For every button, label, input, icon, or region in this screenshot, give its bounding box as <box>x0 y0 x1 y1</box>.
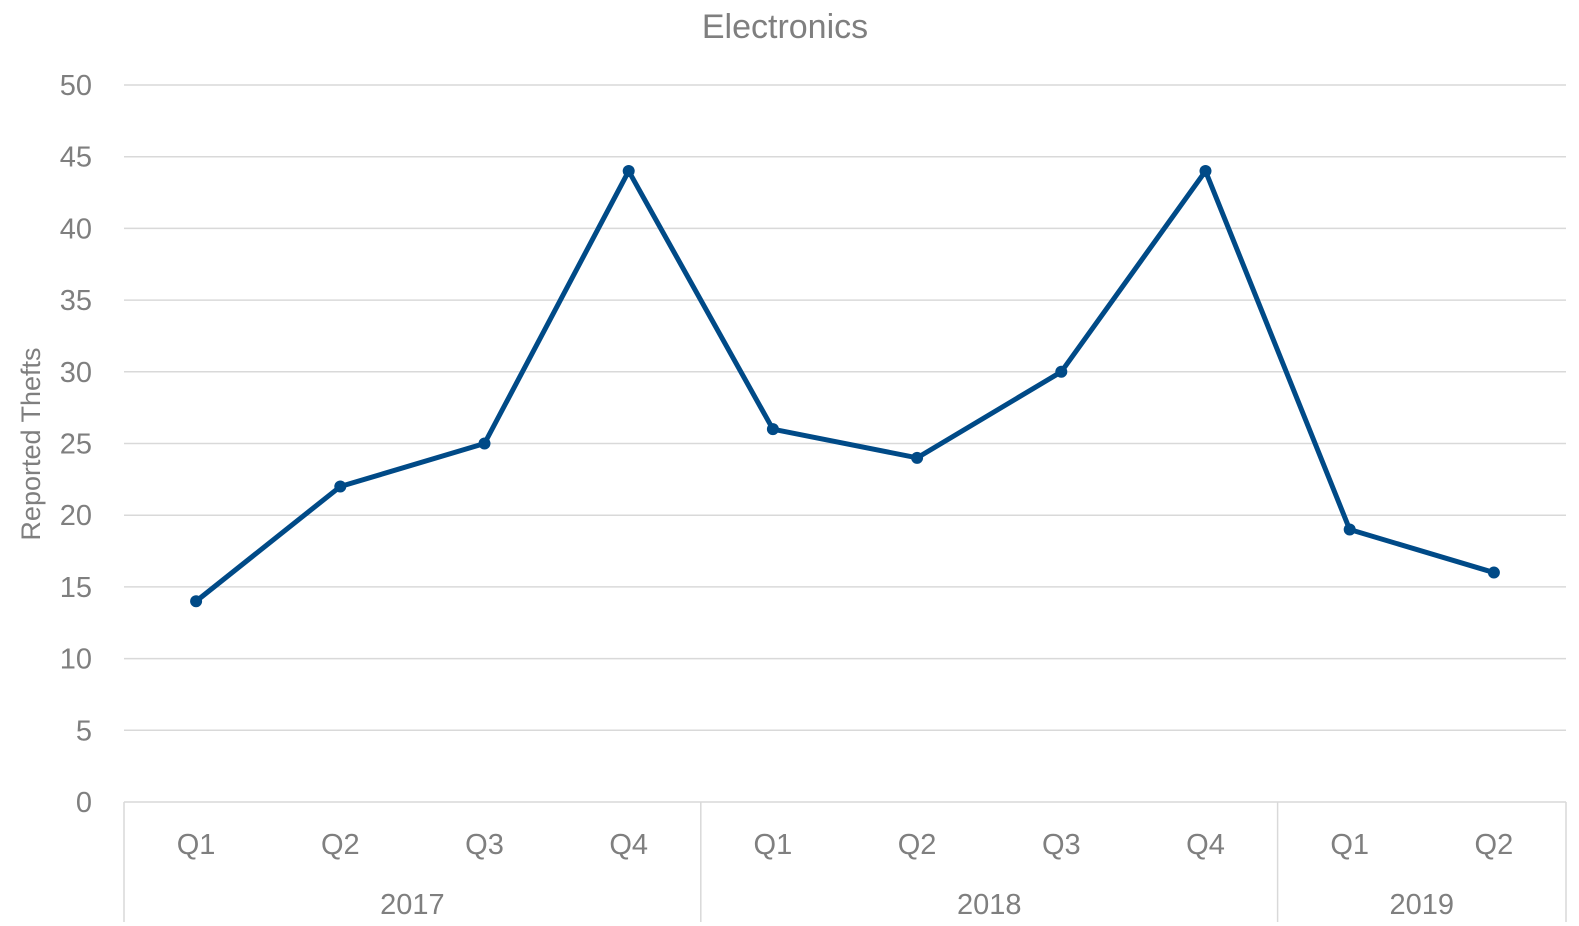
y-tick-label: 30 <box>60 357 92 389</box>
data-point <box>911 451 924 464</box>
data-point <box>334 480 347 493</box>
x-group-label: 2017 <box>380 889 445 921</box>
x-tick-label: Q1 <box>177 829 216 861</box>
x-tick-label: Q4 <box>609 829 648 861</box>
y-tick-label: 5 <box>76 715 92 747</box>
y-tick-label: 25 <box>60 429 92 461</box>
y-tick-label: 50 <box>60 70 92 102</box>
x-tick-label: Q2 <box>321 829 360 861</box>
series-layer <box>190 165 1500 608</box>
x-tick-label: Q1 <box>1330 829 1369 861</box>
x-axis: Q1 Q2 Q3 Q4 Q1 Q2 Q3 Q4 Q1 Q2 2017 2018 2019 <box>123 801 1567 922</box>
x-tick-label: Q1 <box>754 829 793 861</box>
y-axis-label: Reported Thefts <box>16 347 46 540</box>
data-point <box>1487 566 1500 579</box>
y-tick-label: 0 <box>76 787 92 819</box>
y-tick-label: 10 <box>60 644 92 676</box>
gridlines <box>124 84 1566 732</box>
chart-title: Electronics <box>702 8 868 46</box>
x-tick-label: Q3 <box>1042 829 1081 861</box>
y-tick-label: 20 <box>60 500 92 532</box>
data-point <box>766 423 779 436</box>
series-line <box>193 168 1497 604</box>
x-group-label: 2019 <box>1390 889 1455 921</box>
x-tick-label: Q3 <box>465 829 504 861</box>
y-tick-label: 40 <box>60 213 92 245</box>
x-tick-label: Q2 <box>1475 829 1514 861</box>
y-axis-ticks: 0 5 10 15 20 25 30 35 40 45 50 <box>60 70 92 819</box>
x-tick-label: Q2 <box>898 829 937 861</box>
data-point <box>190 595 203 608</box>
data-point <box>1199 165 1212 178</box>
y-tick-label: 15 <box>60 572 92 604</box>
data-point <box>1055 365 1068 378</box>
x-group-label: 2018 <box>957 889 1022 921</box>
y-tick-label: 35 <box>60 285 92 317</box>
data-point <box>1343 523 1356 536</box>
data-point <box>478 437 491 450</box>
x-tick-label: Q4 <box>1186 829 1225 861</box>
data-point <box>622 165 635 178</box>
y-tick-label: 45 <box>60 142 92 174</box>
